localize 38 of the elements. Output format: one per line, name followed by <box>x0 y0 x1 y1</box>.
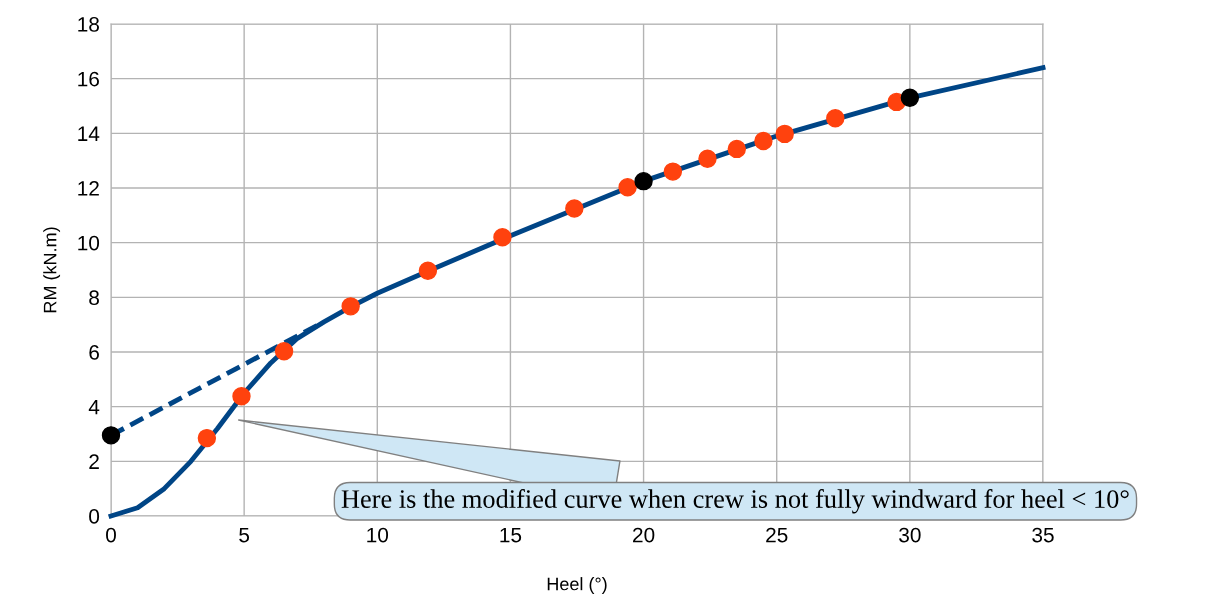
y-tick-label: 4 <box>88 399 100 415</box>
point <box>826 109 845 128</box>
point <box>274 341 294 361</box>
y-tick-label: 6 <box>89 345 99 360</box>
point <box>418 261 438 281</box>
y-tick-label: 0 <box>89 509 100 524</box>
x-tick-label: 0 <box>106 527 116 543</box>
x-tick-label: 35 <box>1032 527 1054 543</box>
y-tick-label: 14 <box>78 126 100 141</box>
x-tick-label: 25 <box>766 527 788 543</box>
y-tick-label: 8 <box>89 290 99 306</box>
point <box>493 227 512 247</box>
y-tick-label: 18 <box>78 17 99 32</box>
point <box>727 139 746 159</box>
point <box>900 88 920 108</box>
point <box>618 177 637 197</box>
x-tick-label: 5 <box>239 527 250 543</box>
y-tick-label: 16 <box>78 71 99 87</box>
x-tick-label: 15 <box>500 527 522 543</box>
x-tick-label: 10 <box>367 527 389 543</box>
y-tick-label: 12 <box>78 181 99 196</box>
annotation: Here is the modified curve when crew is not fully windward for heel < 10° <box>341 489 1129 514</box>
y-tick-label: 2 <box>89 454 99 469</box>
point <box>101 426 121 445</box>
point <box>754 131 773 151</box>
point <box>341 297 360 316</box>
y-tick-label: 10 <box>78 235 100 251</box>
point <box>232 387 251 406</box>
x-tick-label: 20 <box>633 527 655 543</box>
point <box>197 428 217 448</box>
point <box>698 149 717 168</box>
x-axis-title: Heel (°) <box>547 577 607 594</box>
x-tick-label: 30 <box>899 527 921 543</box>
y-axis-title: RM (kN.m) <box>43 227 61 313</box>
point <box>775 124 794 144</box>
point <box>663 162 683 181</box>
point <box>634 171 653 191</box>
point <box>565 199 584 218</box>
